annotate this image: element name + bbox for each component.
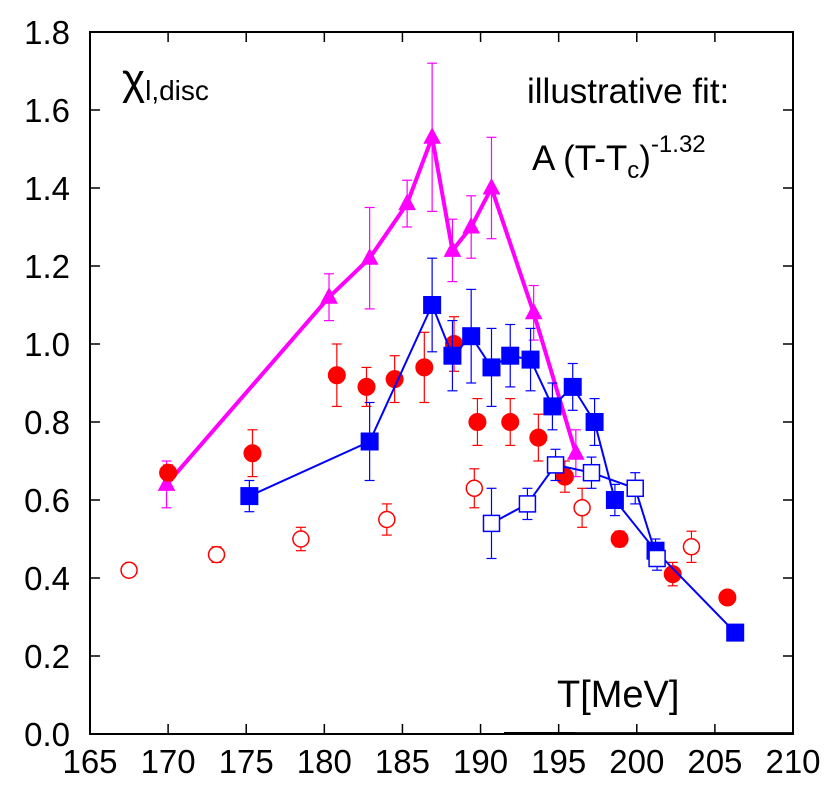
series-3: [240, 257, 745, 642]
data-point: [378, 510, 396, 529]
data-point: [573, 499, 591, 517]
data-point: [663, 565, 682, 584]
data-point: [610, 530, 629, 548]
data-point: [468, 413, 487, 431]
y-tick-label: 1.4: [24, 170, 70, 207]
data-point: [240, 487, 259, 506]
x-tick-label: 180: [297, 743, 352, 780]
data-point: [482, 358, 501, 377]
x-tick-label: 195: [531, 743, 586, 780]
series-2: [120, 468, 701, 579]
fit-formula-exponent: -1.32: [651, 131, 706, 158]
data-point: [501, 413, 520, 431]
data-point: [159, 463, 178, 482]
y-axis-subscript: l,disc: [145, 75, 209, 106]
data-point: [462, 216, 481, 234]
y-tick-label: 0.8: [24, 404, 70, 441]
data-point: [501, 346, 520, 365]
data-point: [423, 296, 442, 314]
y-axis-label: χl,disc: [122, 55, 209, 106]
data-point: [529, 428, 548, 447]
data-point: [423, 127, 441, 144]
data-point: [543, 397, 562, 416]
data-point: [726, 623, 745, 642]
data-point: [292, 530, 310, 548]
y-tick-label: 1.8: [24, 14, 70, 51]
data-point: [682, 538, 701, 556]
data-point: [157, 474, 176, 491]
data-point: [518, 495, 537, 513]
x-tick-label: 165: [62, 743, 117, 780]
data-point: [524, 302, 543, 320]
data-point: [605, 491, 624, 509]
data-point: [465, 479, 484, 498]
y-tick-label: 0.4: [24, 560, 70, 597]
y-tick-label: 1.0: [24, 326, 70, 363]
x-tick-label: 185: [375, 743, 430, 780]
data-point: [567, 443, 585, 460]
data-point: [443, 346, 462, 365]
fit-formula-sub: c: [627, 157, 639, 184]
x-tick-labels: 165 170 175 180 185 190 195 200 205 210: [62, 743, 820, 780]
data-point: [443, 240, 462, 257]
x-tick-label: 210: [765, 743, 820, 780]
y-tick-label: 1.2: [24, 248, 70, 285]
fit-formula-prefix: A (T-T: [532, 139, 627, 178]
series-line: [248, 302, 736, 634]
data-point: [207, 545, 226, 564]
data-point: [521, 350, 540, 369]
plot-frame: [89, 31, 794, 735]
x-tick-label: 175: [219, 743, 274, 780]
x-tick-label: 200: [609, 743, 664, 780]
data-point: [327, 366, 346, 385]
data-point: [243, 444, 262, 463]
data-point: [626, 479, 644, 498]
series-0: [157, 62, 585, 509]
fit-label-line1: illustrative fit:: [527, 72, 729, 111]
data-point: [482, 514, 501, 533]
y-axis-symbol: χ: [122, 55, 145, 104]
data-point: [482, 177, 501, 195]
data-point: [648, 549, 666, 568]
data-point: [546, 456, 565, 474]
data-point: [563, 377, 582, 396]
series-line: [165, 129, 578, 486]
data-point: [398, 193, 416, 211]
y-tick-label: 0.0: [24, 716, 70, 753]
x-tick-label: 170: [141, 743, 196, 780]
fit-label-line2: A (T-Tc)-1.32: [532, 131, 706, 184]
data-point: [357, 377, 376, 396]
x-axis-label: T[MeV]: [557, 674, 679, 716]
fit-formula-close: ): [639, 139, 651, 178]
data-point: [120, 561, 138, 579]
data-point: [320, 287, 338, 304]
data-point: [415, 358, 434, 377]
data-point: [585, 413, 604, 431]
data-point: [718, 588, 737, 607]
series-layer: [120, 62, 745, 642]
data-point: [582, 463, 601, 482]
x-tick-label: 205: [687, 743, 742, 780]
data-point: [360, 432, 379, 451]
y-tick-label: 0.2: [24, 638, 70, 675]
data-point: [360, 248, 379, 265]
series-4: [482, 448, 666, 571]
y-tick-label: 0.6: [24, 482, 70, 519]
x-tick-label: 190: [453, 743, 508, 780]
y-tick-labels: 0.0 0.2 0.4 0.6 0.8 1.0 1.2 1.4 1.6 1.8: [24, 14, 70, 753]
y-tick-label: 1.6: [24, 92, 70, 129]
data-point: [462, 327, 481, 346]
